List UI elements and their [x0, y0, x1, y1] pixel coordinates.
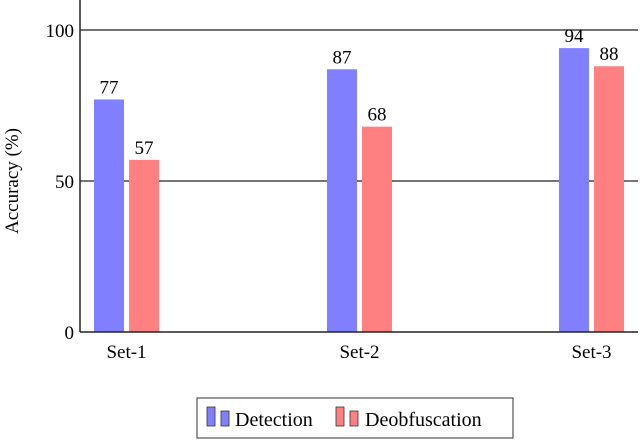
bar-deobfuscation [362, 126, 392, 332]
legend-label-detection: Detection [235, 409, 313, 431]
bar-detection [559, 48, 589, 333]
axes [79, 0, 638, 333]
x-tick-label: Set-3 [571, 342, 611, 363]
legend-swatch-deobfuscation [335, 406, 345, 427]
bar-value-label: 57 [135, 138, 154, 159]
legend: Detection Deobfuscation [196, 397, 514, 439]
y-tick-label: 100 [46, 21, 75, 42]
bar-deobfuscation [129, 159, 159, 332]
bar-value-label: 68 [368, 105, 387, 126]
x-tick-labels: Set-1 Set-2 Set-3 [106, 342, 611, 363]
bar-deobfuscation [594, 66, 624, 333]
legend-swatch-deobfuscation-small [349, 410, 359, 427]
y-tick-labels: 0 50 100 [46, 21, 75, 344]
legend-label-deobfuscation: Deobfuscation [365, 409, 482, 431]
y-tick-label: 50 [55, 172, 74, 193]
y-axis-label: Accuracy (%) [2, 128, 23, 234]
x-tick-label: Set-1 [106, 342, 146, 363]
bar-value-label: 88 [600, 44, 619, 65]
legend-swatch-detection-small [220, 410, 230, 427]
x-tick-label: Set-2 [339, 342, 379, 363]
bars: 77 57 87 68 94 88 [94, 26, 624, 333]
bar-value-label: 94 [565, 26, 585, 47]
y-tick-label: 0 [65, 323, 75, 344]
bar-value-label: 87 [333, 47, 352, 68]
bar-value-label: 77 [100, 77, 119, 98]
legend-swatch-detection [206, 406, 216, 427]
gridlines [80, 29, 638, 182]
bar-detection [94, 99, 124, 333]
bar-detection [327, 69, 357, 332]
